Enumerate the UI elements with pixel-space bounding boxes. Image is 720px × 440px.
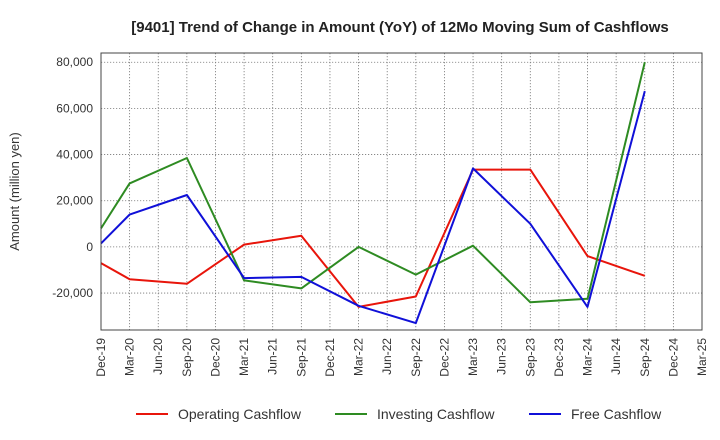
x-tick-label: Mar-24	[581, 338, 595, 376]
grid	[101, 53, 702, 330]
x-tick-label: Mar-22	[352, 338, 366, 376]
x-axis-ticks: Dec-19 Mar-20 Jun-20 Sep-20 Dec-20 Mar-21 Jun-…	[94, 338, 709, 377]
x-tick-label: Dec-20	[208, 338, 222, 377]
x-tick-label: Dec-24	[666, 338, 680, 377]
x-tick-label: Sep-22	[409, 338, 423, 377]
y-tick-label: 0	[86, 240, 93, 254]
x-tick-label: Dec-19	[94, 338, 108, 377]
legend: Operating Cashflow Investing Cashflow Free…	[136, 406, 662, 422]
x-tick-label: Sep-24	[638, 338, 652, 377]
x-tick-label: Mar-25	[695, 338, 709, 376]
y-axis-label: Amount (million yen)	[7, 132, 22, 251]
y-tick-label: 60,000	[56, 101, 93, 115]
x-tick-label: Jun-23	[495, 338, 509, 375]
x-tick-label: Sep-21	[294, 338, 308, 377]
x-tick-label: Dec-21	[323, 338, 337, 377]
x-tick-label: Jun-21	[266, 338, 280, 375]
x-tick-label: Dec-23	[552, 338, 566, 377]
x-tick-label: Sep-23	[523, 338, 537, 377]
legend-label-investing-cashflow: Investing Cashflow	[377, 406, 495, 422]
x-tick-label: Sep-20	[180, 338, 194, 377]
x-tick-label: Jun-22	[380, 338, 394, 375]
plot-frame	[100, 52, 703, 331]
y-tick-label: -20,000	[52, 286, 93, 300]
series-line-operating-cashflow	[100, 168, 646, 308]
x-tick-label: Mar-23	[466, 338, 480, 376]
y-tick-label: 40,000	[56, 148, 93, 162]
x-tick-label: Dec-22	[437, 338, 451, 377]
y-tick-label: 20,000	[56, 194, 93, 208]
legend-label-operating-cashflow: Operating Cashflow	[178, 406, 302, 422]
x-tick-label: Mar-21	[237, 338, 251, 376]
x-tick-label: Jun-24	[609, 338, 623, 375]
y-tick-label: 80,000	[56, 55, 93, 69]
series-line-free-cashflow	[100, 90, 646, 325]
x-tick-label: Jun-20	[151, 338, 165, 375]
legend-label-free-cashflow: Free Cashflow	[571, 406, 662, 422]
y-axis-ticks: 80,000 60,000 40,000 20,000 0 -20,000	[52, 55, 93, 300]
series-lines	[100, 61, 646, 325]
series-line-investing-cashflow	[100, 61, 646, 304]
x-tick-label: Mar-20	[123, 338, 137, 376]
chart-title: [9401] Trend of Change in Amount (YoY) o…	[131, 19, 669, 36]
